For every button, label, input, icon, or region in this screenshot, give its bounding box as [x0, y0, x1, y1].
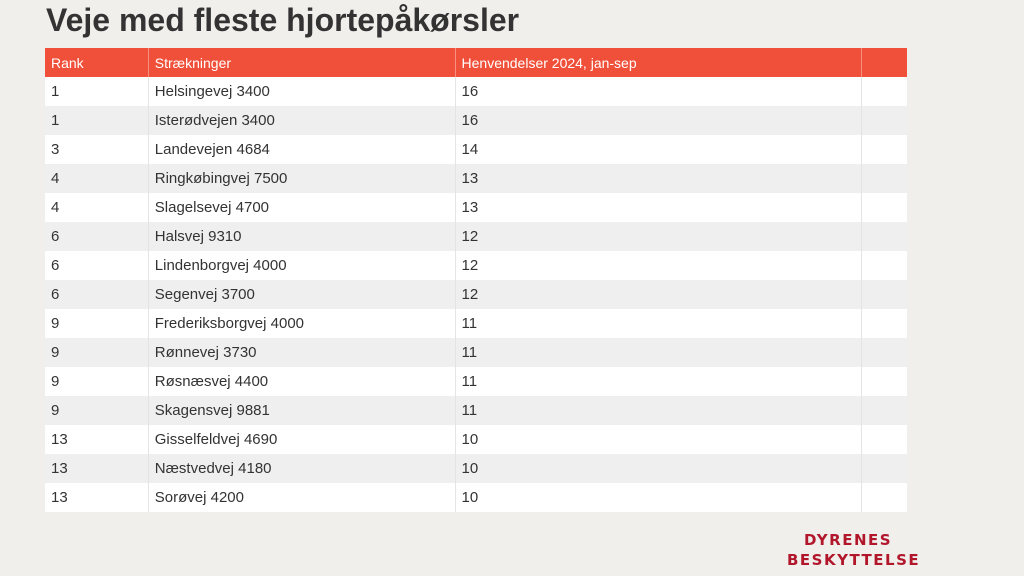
ranking-table: Rank Strækninger Henvendelser 2024, jan-…: [45, 48, 907, 512]
cell-empty: [861, 483, 907, 512]
cell-road: Næstvedvej 4180: [148, 454, 456, 483]
cell-rank: 13: [45, 483, 149, 512]
table-row: 6 Lindenborgvej 4000 12: [45, 251, 907, 280]
cell-empty: [861, 106, 907, 135]
cell-count: 10: [455, 483, 863, 512]
cell-empty: [861, 454, 907, 483]
header-count: Henvendelser 2024, jan-sep: [455, 48, 863, 77]
cell-empty: [861, 280, 907, 309]
cell-rank: 6: [45, 280, 149, 309]
table-row: 9 Røsnæsvej 4400 11: [45, 367, 907, 396]
header-road: Strækninger: [148, 48, 456, 77]
cell-rank: 3: [45, 135, 149, 164]
cell-road: Segenvej 3700: [148, 280, 456, 309]
table-row: 6 Halsvej 9310 12: [45, 222, 907, 251]
cell-road: Røsnæsvej 4400: [148, 367, 456, 396]
cell-count: 11: [455, 338, 863, 367]
cell-count: 10: [455, 454, 863, 483]
cell-road: Lindenborgvej 4000: [148, 251, 456, 280]
header-empty: [861, 48, 907, 77]
table-row: 4 Ringkøbingvej 7500 13: [45, 164, 907, 193]
cell-count: 11: [455, 309, 863, 338]
table-row: 6 Segenvej 3700 12: [45, 280, 907, 309]
cell-rank: 9: [45, 367, 149, 396]
cell-road: Halsvej 9310: [148, 222, 456, 251]
cell-empty: [861, 77, 907, 106]
brand-logo: DYRENES BESKYTTELSE: [787, 530, 921, 570]
cell-rank: 1: [45, 77, 149, 106]
cell-count: 11: [455, 396, 863, 425]
table-row: 9 Rønnevej 3730 11: [45, 338, 907, 367]
table-body: 1 Helsingevej 3400 16 1 Isterødvejen 3400 16 3…: [45, 77, 907, 512]
cell-road: Ringkøbingvej 7500: [148, 164, 456, 193]
cell-count: 12: [455, 222, 863, 251]
cell-count: 11: [455, 367, 863, 396]
cell-road: Isterødvejen 3400: [148, 106, 456, 135]
cell-empty: [861, 338, 907, 367]
cell-count: 10: [455, 425, 863, 454]
table-row: 9 Frederiksborgvej 4000 11: [45, 309, 907, 338]
cell-rank: 6: [45, 251, 149, 280]
table-row: 4 Slagelsevej 4700 13: [45, 193, 907, 222]
cell-empty: [861, 222, 907, 251]
table-row: 13 Gisselfeldvej 4690 10: [45, 425, 907, 454]
cell-road: Frederiksborgvej 4000: [148, 309, 456, 338]
cell-empty: [861, 309, 907, 338]
cell-empty: [861, 251, 907, 280]
cell-count: 12: [455, 280, 863, 309]
cell-empty: [861, 164, 907, 193]
cell-empty: [861, 367, 907, 396]
cell-rank: 9: [45, 396, 149, 425]
cell-empty: [861, 425, 907, 454]
table-row: 9 Skagensvej 9881 11: [45, 396, 907, 425]
cell-road: Landevejen 4684: [148, 135, 456, 164]
cell-count: 14: [455, 135, 863, 164]
cell-rank: 13: [45, 425, 149, 454]
cell-count: 16: [455, 106, 863, 135]
table-row: 13 Næstvedvej 4180 10: [45, 454, 907, 483]
table-row: 1 Isterødvejen 3400 16: [45, 106, 907, 135]
cell-rank: 6: [45, 222, 149, 251]
table-row: 3 Landevejen 4684 14: [45, 135, 907, 164]
cell-rank: 4: [45, 193, 149, 222]
cell-road: Rønnevej 3730: [148, 338, 456, 367]
cell-road: Sorøvej 4200: [148, 483, 456, 512]
cell-rank: 13: [45, 454, 149, 483]
cell-count: 13: [455, 164, 863, 193]
cell-road: Helsingevej 3400: [148, 77, 456, 106]
cell-empty: [861, 135, 907, 164]
logo-line-1: DYRENES: [803, 531, 893, 549]
cell-road: Gisselfeldvej 4690: [148, 425, 456, 454]
table-row: 13 Sorøvej 4200 10: [45, 483, 907, 512]
cell-count: 13: [455, 193, 863, 222]
table-header-row: Rank Strækninger Henvendelser 2024, jan-…: [45, 48, 907, 77]
cell-count: 12: [455, 251, 863, 280]
cell-rank: 1: [45, 106, 149, 135]
cell-empty: [861, 396, 907, 425]
cell-road: Slagelsevej 4700: [148, 193, 456, 222]
cell-empty: [861, 193, 907, 222]
page-title: Veje med fleste hjortepåkørsler: [46, 2, 520, 38]
logo-line-2: BESKYTTELSE: [787, 551, 921, 569]
cell-rank: 9: [45, 309, 149, 338]
cell-road: Skagensvej 9881: [148, 396, 456, 425]
cell-count: 16: [455, 77, 863, 106]
header-rank: Rank: [45, 48, 149, 77]
cell-rank: 4: [45, 164, 149, 193]
ranking-table-container: Rank Strækninger Henvendelser 2024, jan-…: [45, 48, 907, 512]
cell-rank: 9: [45, 338, 149, 367]
table-row: 1 Helsingevej 3400 16: [45, 77, 907, 106]
